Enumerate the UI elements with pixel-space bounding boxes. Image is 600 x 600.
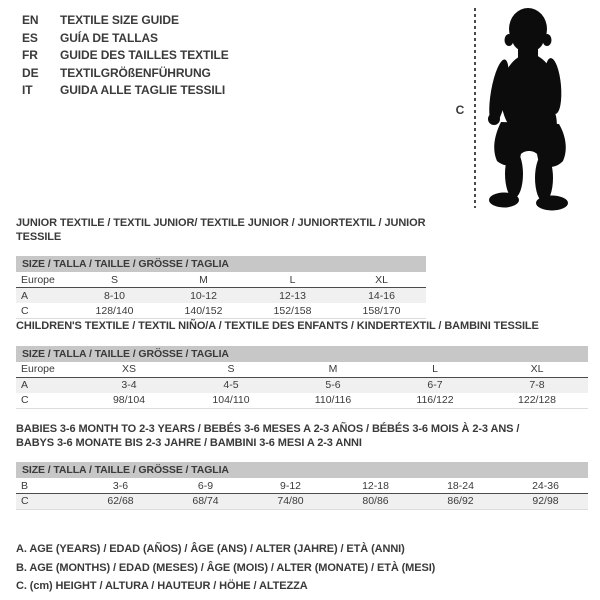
size-cell: 10-12	[159, 287, 248, 303]
row-label: Europe	[16, 361, 78, 378]
size-cell: 62/68	[78, 493, 163, 510]
size-table: Europe S M L XL A 8-10 10-12 12-13 14-16 C 128/140 1…	[16, 272, 426, 319]
footnotes: A. AGE (YEARS) / EDAD (AÑOS) / ÂGE (ANS)…	[16, 540, 435, 596]
table-row: A 3-4 4-5 5-6 6-7 7-8	[16, 377, 588, 393]
size-cell: 6-9	[163, 478, 248, 494]
row-label: Europe	[16, 272, 70, 288]
size-cell: 18-24	[418, 478, 503, 494]
table-title: JUNIOR TEXTILE / TEXTIL JUNIOR/ TEXTILE …	[16, 217, 426, 244]
language-row: IT GUIDA ALLE TAGLIE TESSILI	[22, 82, 229, 100]
size-cell: 74/80	[248, 493, 333, 510]
size-cell: 104/110	[180, 392, 282, 409]
footnote-line: B. AGE (MONTHS) / EDAD (MESES) / ÂGE (MO…	[16, 561, 436, 574]
size-cell: 3-4	[78, 377, 180, 393]
size-cell: 7-8	[486, 377, 588, 393]
baby-silhouette-icon	[487, 4, 585, 217]
size-header-bar: SIZE / TALLA / TAILLE / GRÖSSE / TAGLIA	[16, 256, 426, 272]
row-label: A	[16, 287, 70, 303]
size-cell: 12-13	[248, 287, 337, 303]
size-cell: 24-36	[503, 478, 588, 494]
size-cell: 110/116	[282, 392, 384, 409]
size-cell: M	[282, 361, 384, 378]
size-cell: M	[159, 272, 248, 288]
height-measure-dashed-line	[474, 8, 476, 208]
table-row: C 62/68 68/74 74/80 80/86 86/92 92/98	[16, 493, 588, 510]
size-cell: S	[180, 361, 282, 378]
childrens-textile-table-section: CHILDREN'S TEXTILE / TEXTIL NIÑO/A / TEX…	[16, 320, 588, 409]
size-cell: 80/86	[333, 493, 418, 510]
size-cell: XL	[486, 361, 588, 378]
row-label: C	[16, 392, 78, 409]
size-cell: 92/98	[503, 493, 588, 510]
table-title-line: BABYS 3-6 MONATE BIS 2-3 JAHRE / BAMBINI…	[16, 436, 362, 449]
size-cell: 128/140	[70, 303, 159, 319]
table-row: Europe S M L XL	[16, 272, 426, 288]
footnote-line: C. (cm) HEIGHT / ALTURA / HAUTEUR / HÖHE…	[16, 580, 308, 592]
language-code: FR	[22, 48, 38, 62]
size-cell: 5-6	[282, 377, 384, 393]
table-title: CHILDREN'S TEXTILE / TEXTIL NIÑO/A / TEX…	[16, 320, 588, 334]
size-header-bar: SIZE / TALLA / TAILLE / GRÖSSE / TAGLIA	[16, 462, 588, 478]
size-cell: 14-16	[337, 287, 426, 303]
language-code: ES	[22, 30, 38, 45]
language-row: FR GUIDE DES TAILLES TEXTILE	[22, 47, 229, 65]
size-cell: 6-7	[384, 377, 486, 393]
size-cell: 12-18	[333, 478, 418, 494]
size-cell: L	[248, 272, 337, 288]
footnote-line: A. AGE (YEARS) / EDAD (AÑOS) / ÂGE (ANS)…	[16, 543, 405, 555]
language-code: DE	[22, 65, 39, 80]
size-header-bar: SIZE / TALLA / TAILLE / GRÖSSE / TAGLIA	[16, 345, 588, 362]
size-cell: 68/74	[163, 493, 248, 510]
language-row: ES GUÍA DE TALLAS	[22, 30, 229, 48]
language-code: IT	[22, 83, 33, 97]
size-cell: 9-12	[248, 478, 333, 494]
height-measure-label: C	[455, 103, 465, 117]
size-cell: 158/170	[337, 303, 426, 319]
language-row: DE TEXTILGRÖßENFÜHRUNG	[22, 65, 229, 83]
row-label: C	[16, 493, 78, 510]
language-label: GUIDA ALLE TAGLIE TESSILI	[60, 83, 226, 97]
size-cell: 122/128	[486, 392, 588, 409]
table-title-line: JUNIOR TEXTILE / TEXTIL JUNIOR/ TEXTILE …	[16, 217, 426, 243]
language-label: TEXTILGRÖßENFÜHRUNG	[60, 65, 211, 80]
row-label: C	[16, 303, 70, 319]
size-cell: 140/152	[159, 303, 248, 319]
size-cell: 86/92	[418, 493, 503, 510]
size-cell: S	[70, 272, 159, 288]
language-label: TEXTILE SIZE GUIDE	[60, 13, 179, 27]
size-table: B 3-6 6-9 9-12 12-18 18-24 24-36 C 62/68 68/74 74/…	[16, 478, 588, 510]
size-cell: 3-6	[78, 478, 163, 494]
table-title-line: BABIES 3-6 MONTH TO 2-3 YEARS / BEBÉS 3-…	[16, 423, 520, 435]
language-label: GUÍA DE TALLAS	[60, 30, 158, 45]
size-cell: 8-10	[70, 287, 159, 303]
table-title: BABIES 3-6 MONTH TO 2-3 YEARS / BEBÉS 3-…	[16, 423, 588, 450]
junior-textile-table-section: JUNIOR TEXTILE / TEXTIL JUNIOR/ TEXTILE …	[16, 217, 426, 319]
language-row: EN TEXTILE SIZE GUIDE	[22, 12, 229, 30]
language-code: EN	[22, 13, 39, 27]
size-cell: L	[384, 361, 486, 378]
size-cell: 98/104	[78, 392, 180, 409]
size-cell: XS	[78, 361, 180, 378]
language-label: GUIDE DES TAILLES TEXTILE	[60, 48, 229, 62]
size-table: Europe XS S M L XL A 3-4 4-5 5-6 6-7 7-8 C 98/104 104/…	[16, 361, 588, 409]
table-row: C 98/104 104/110 110/116 116/122 122/128	[16, 392, 588, 409]
table-row: C 128/140 140/152 152/158 158/170	[16, 303, 426, 319]
table-title-line: CHILDREN'S TEXTILE / TEXTIL NIÑO/A / TEX…	[16, 320, 539, 332]
babies-textile-table-section: BABIES 3-6 MONTH TO 2-3 YEARS / BEBÉS 3-…	[16, 423, 588, 510]
table-row: B 3-6 6-9 9-12 12-18 18-24 24-36	[16, 478, 588, 494]
row-label: B	[16, 478, 78, 494]
size-cell: 152/158	[248, 303, 337, 319]
size-cell: 116/122	[384, 392, 486, 409]
size-cell: 4-5	[180, 377, 282, 393]
language-list: EN TEXTILE SIZE GUIDE ES GUÍA DE TALLAS FR GU…	[22, 12, 229, 100]
table-row: Europe XS S M L XL	[16, 361, 588, 378]
row-label: A	[16, 377, 78, 393]
size-cell: XL	[337, 272, 426, 288]
table-row: A 8-10 10-12 12-13 14-16	[16, 287, 426, 303]
